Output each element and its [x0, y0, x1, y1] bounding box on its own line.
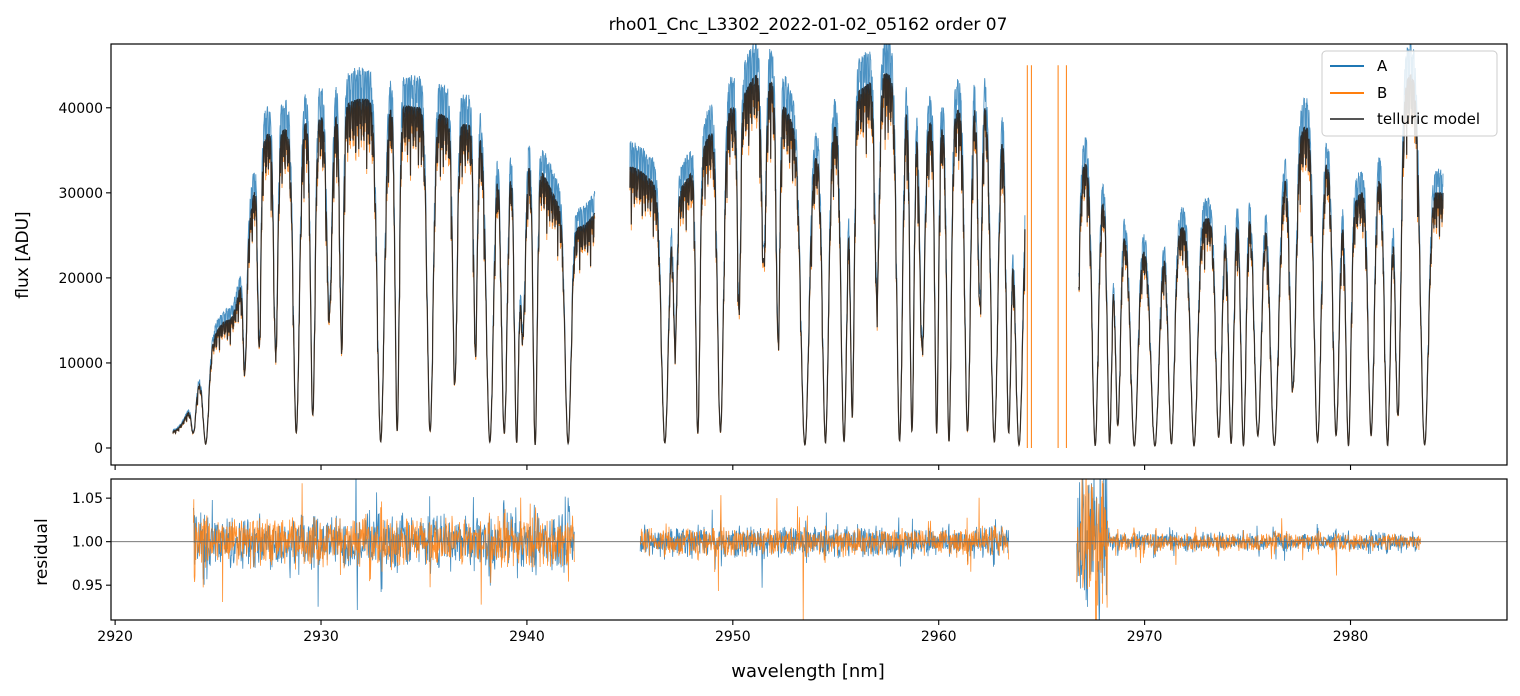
- residual-y-axis-label: residual: [32, 518, 52, 585]
- residual-x-tick-label: 2970: [1127, 629, 1163, 645]
- residual-y-tick-label: 0.95: [72, 578, 103, 594]
- flux-y-tick-label: 40000: [58, 101, 103, 117]
- flux-y-tick-label: 20000: [58, 271, 103, 287]
- residual-panel: 0.95 1.00 1.05 2920 2930 2940 2950 2960 2970 298…: [32, 478, 1508, 682]
- residual-b-line: [193, 479, 1421, 620]
- residual-x-tick-label: 2950: [715, 629, 751, 645]
- flux-y-tick-label: 0: [94, 441, 103, 457]
- legend-label-telluric-model: telluric model: [1377, 110, 1480, 128]
- residual-x-tick-label: 2940: [509, 629, 545, 645]
- series-b-spikes: [1026, 65, 1067, 448]
- flux-y-tick-label: 30000: [58, 186, 103, 202]
- legend: A B telluric model: [1321, 50, 1498, 137]
- residual-x-tick-label: 2980: [1333, 629, 1369, 645]
- residual-x-tick-label: 2960: [921, 629, 957, 645]
- residual-y-tick-label: 1.05: [72, 491, 103, 507]
- flux-y-axis-label: flux [ADU]: [13, 211, 33, 298]
- legend-frame: [1321, 50, 1498, 137]
- residual-axes-frame: [110, 478, 1508, 621]
- telluric-model-line: [172, 72, 1444, 448]
- residual-x-tick-label: 2920: [97, 629, 133, 645]
- x-axis-label: wavelength [nm]: [731, 661, 885, 682]
- legend-label-b: B: [1377, 84, 1387, 102]
- flux-panel: 0 10000 20000 30000 40000 flux [ADU]: [13, 43, 1508, 470]
- residual-x-tick-label: 2930: [303, 629, 339, 645]
- flux-y-tick-label: 10000: [58, 356, 103, 372]
- chart-title: rho01_Cnc_L3302_2022-01-02_05162 order 0…: [609, 15, 1008, 35]
- flux-axes-frame: [110, 43, 1508, 466]
- legend-label-a: A: [1377, 57, 1388, 75]
- residual-y-tick-label: 1.00: [72, 535, 103, 551]
